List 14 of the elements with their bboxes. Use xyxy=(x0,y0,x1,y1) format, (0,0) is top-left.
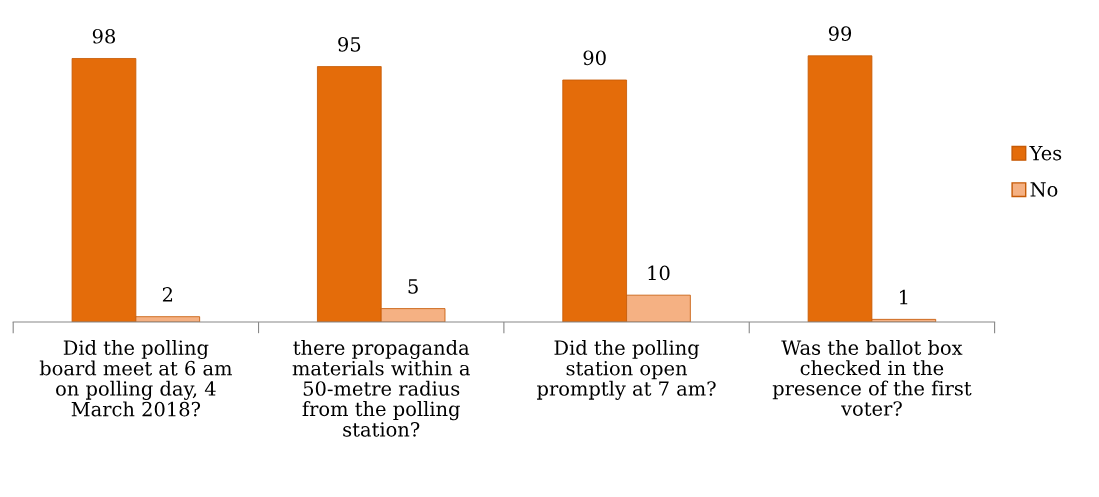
data-label: 95 xyxy=(338,36,361,52)
legend-label: Yes xyxy=(1029,145,1062,161)
data-label: 5 xyxy=(408,279,418,294)
data-label: 1 xyxy=(900,289,908,305)
data-label: 99 xyxy=(828,26,852,41)
x-tick-label: there propaganda materials within a 50-metre radius from the polling station? xyxy=(292,339,470,437)
data-label: 98 xyxy=(92,28,116,44)
data-label: 2 xyxy=(162,287,173,302)
x-tick-label: Did the polling board meet at 6 am on polling day, 4 March 2018? xyxy=(39,339,232,417)
data-label: 10 xyxy=(648,265,670,281)
x-tick-label: Was the ballot box checked in the presence of the first voter? xyxy=(772,339,972,416)
data-label: 90 xyxy=(583,50,606,66)
x-tick-label: Did the polling station open promptly at 7 am? xyxy=(537,339,716,400)
legend-label: No xyxy=(1030,182,1058,197)
